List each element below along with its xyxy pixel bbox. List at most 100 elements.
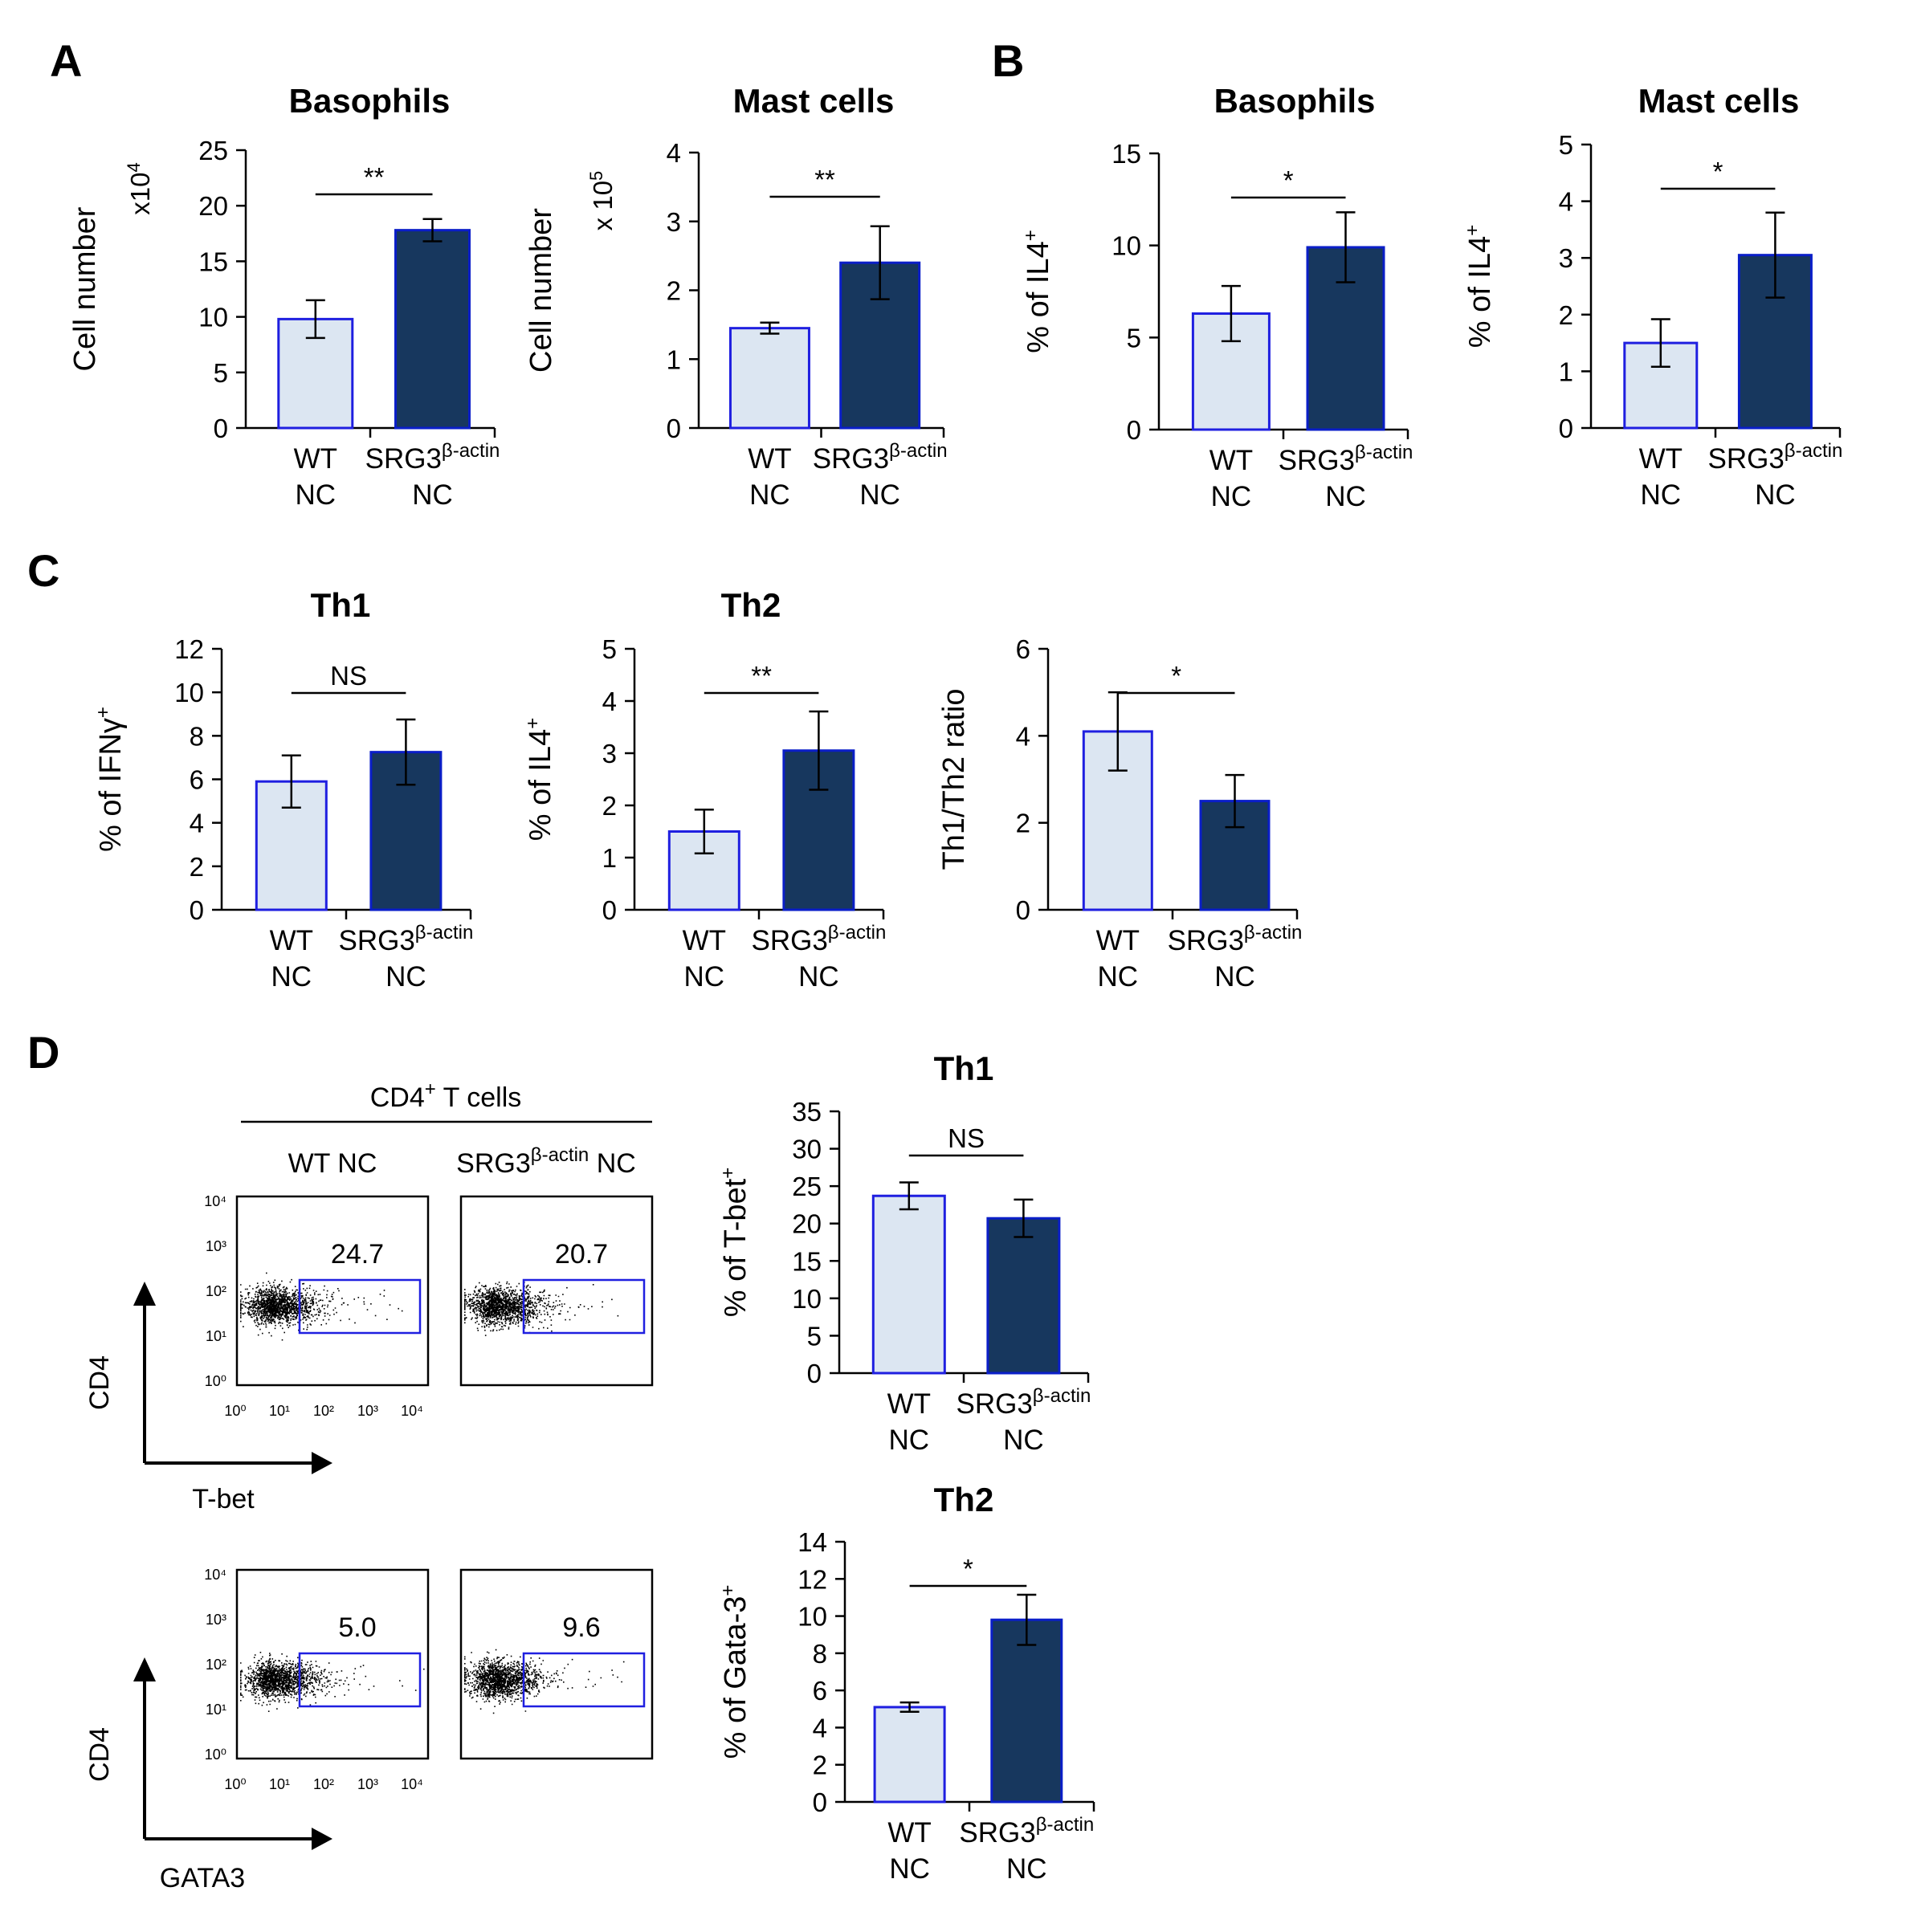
y-tick-label: 10: [174, 678, 204, 707]
y-tick-label: 4: [667, 138, 681, 168]
flow-y-tick-label: 10²: [206, 1657, 226, 1673]
y-tick-label: 1: [602, 843, 617, 873]
y-tick-label: 14: [797, 1527, 827, 1557]
y-tick-label: 3: [667, 207, 681, 237]
chart-c3: 0 2 4 6 WT NC SRG3β-actin NC * Th1/Th2 ratio: [937, 634, 1302, 992]
flow-x-tick-label: 10⁰: [224, 1776, 246, 1792]
y-tick-label: 1: [667, 344, 681, 374]
chart-title: Th2: [721, 586, 781, 624]
significance-label: *: [1713, 157, 1723, 186]
category-label-line2: NC: [1214, 961, 1255, 992]
flow-x-tick-label: 10³: [357, 1403, 378, 1419]
chart-title: Th1: [311, 586, 371, 624]
y-tick-label: 12: [174, 634, 204, 664]
category-label: WT: [683, 925, 726, 956]
y-tick-label: 5: [807, 1321, 822, 1351]
category-label-line2: NC: [1006, 1853, 1047, 1885]
significance-label: *: [1283, 165, 1294, 195]
category-label: SRG3β-actin: [956, 1385, 1091, 1420]
y-tick-label: 25: [792, 1172, 822, 1201]
flow-x-axis-label: T-bet: [192, 1484, 255, 1514]
category-label-line2: NC: [385, 961, 426, 992]
flow-plot: 24.7 10⁰ 10¹ 10² 10³ 10⁴: [224, 1195, 430, 1419]
flow-events: [240, 1272, 403, 1341]
significance-label: *: [1171, 661, 1181, 691]
category-label: WT: [748, 443, 791, 475]
flow-plot-frame: [459, 1568, 654, 1760]
chart-title: Mast cells: [733, 82, 895, 120]
y-tick-label: 4: [1016, 721, 1030, 751]
y-tick-label: 4: [190, 809, 204, 838]
bar-wt: [871, 1194, 946, 1375]
y-tick-label: 10: [1112, 231, 1141, 261]
category-label-line2: NC: [412, 479, 453, 511]
y-axis-label: % of IFNγ+: [92, 707, 128, 852]
flow-x-arrowhead: [312, 1452, 332, 1474]
flow-x-tick-label: 10³: [357, 1776, 378, 1792]
y-tick-label: 25: [198, 136, 228, 165]
chart-c1: 0 2 4 6 8 10 12 WT NC SRG3β-actin NC NS Th1 % of IFNγ…: [92, 586, 473, 992]
category-label: WT: [1209, 445, 1253, 476]
y-tick-label: 4: [813, 1713, 827, 1742]
y-axis-label: Th1/Th2 ratio: [937, 689, 971, 870]
chart-d2: 0 2 4 6 8 10 12 14 WT NC SRG3β-actin NC * Th2 % of Gat…: [717, 1481, 1095, 1885]
y-tick-label: 8: [190, 721, 204, 751]
chart-title: Basophils: [289, 82, 451, 120]
y-tick-label: 20: [198, 191, 228, 221]
chart-title: Mast cells: [1638, 82, 1800, 120]
flow-gate: [522, 1278, 646, 1335]
flow-plot-frame: [235, 1195, 430, 1387]
flow-y-tick-label: 10⁰: [205, 1747, 226, 1763]
category-label-line2: NC: [271, 961, 312, 992]
y-tick-label: 15: [198, 247, 228, 276]
category-label-line2: NC: [889, 1425, 930, 1456]
y-axis-label: % of IL4+: [1462, 225, 1497, 348]
category-label: WT: [1096, 925, 1140, 956]
flow-y-arrowhead: [133, 1657, 156, 1681]
flow-gate: [298, 1278, 422, 1335]
y-axis-label: % of IL4+: [522, 718, 557, 841]
flow-x-tick-label: 10¹: [269, 1776, 290, 1792]
y-tick-label: 15: [792, 1246, 822, 1276]
chart-title: Th1: [934, 1050, 994, 1087]
significance-label: NS: [330, 661, 367, 691]
significance-label: **: [814, 165, 835, 194]
y-tick-label: 2: [1559, 300, 1573, 330]
flow-header-cd4: CD4+ T cells: [370, 1078, 522, 1113]
y-tick-label: 2: [813, 1751, 827, 1780]
category-label: SRG3β-actin: [813, 440, 948, 475]
y-tick-label: 0: [807, 1359, 822, 1388]
y-tick-label: 10: [792, 1284, 822, 1314]
flow-row-1: 10⁴ 10³ 10² 10¹ 10⁰ CD4 T-bet 24.7 10⁰ 10¹ 10² 10³ 1…: [84, 1193, 654, 1514]
flow-gate-percentage: 20.7: [555, 1239, 608, 1270]
y-tick-label: 6: [190, 765, 204, 795]
significance-label: **: [364, 162, 385, 192]
category-label-line2: NC: [1755, 479, 1796, 511]
category-label-line2: NC: [684, 961, 725, 992]
flow-x-tick-label: 10²: [313, 1403, 334, 1419]
y-tick-label: 5: [1559, 130, 1573, 160]
y-tick-label: 0: [214, 414, 228, 443]
flow-gate-percentage: 5.0: [338, 1612, 376, 1643]
y-tick-label: 4: [602, 687, 617, 716]
flow-y-tick-label: 10¹: [206, 1328, 226, 1344]
category-label: SRG3β-actin: [1168, 922, 1303, 956]
y-tick-label: 2: [1016, 809, 1030, 838]
category-label: WT: [1639, 443, 1683, 475]
flow-y-tick-label: 10⁴: [204, 1193, 226, 1209]
chart-d1: 0 5 10 15 20 25 30 35 WT NC SRG3β-actin NC NS Th1 % of…: [717, 1050, 1091, 1456]
y-tick-label: 2: [602, 791, 617, 821]
bar-srg3: [986, 1217, 1061, 1375]
y-tick-label: 35: [792, 1097, 822, 1127]
y-axis-unit: x104: [124, 162, 155, 214]
y-tick-label: 30: [792, 1135, 822, 1164]
flow-x-tick-label: 10⁴: [401, 1776, 423, 1792]
significance-label: **: [751, 661, 772, 691]
chart-title: Th2: [934, 1481, 994, 1518]
category-label-line2: NC: [889, 1853, 930, 1885]
y-tick-label: 15: [1112, 139, 1141, 169]
category-label: SRG3β-actin: [751, 922, 886, 956]
flow-column-srg3: SRG3β-actin NC: [456, 1144, 636, 1179]
y-tick-label: 0: [1016, 895, 1030, 925]
